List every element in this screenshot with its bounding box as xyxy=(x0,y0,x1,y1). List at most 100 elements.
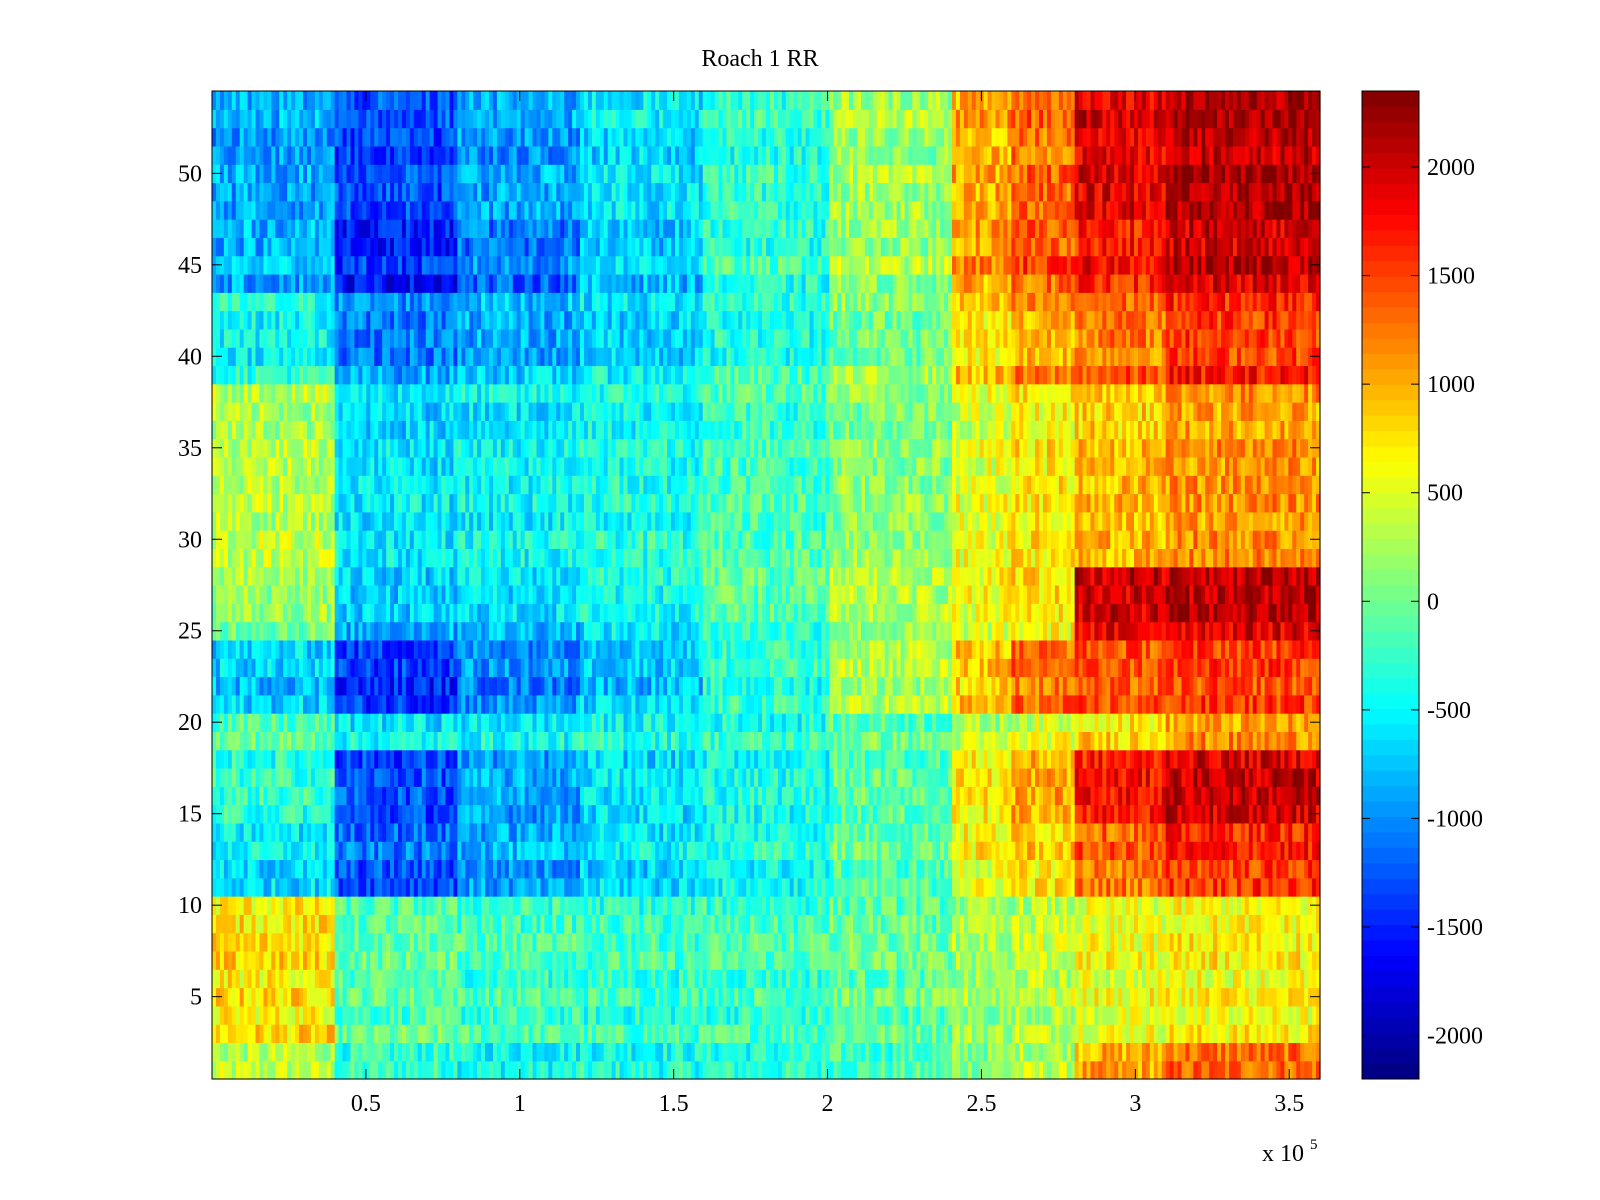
heatmap-cell xyxy=(615,914,621,934)
heatmap-cell xyxy=(1276,804,1282,824)
heatmap-cell xyxy=(548,841,553,861)
heatmap-cell xyxy=(690,767,696,787)
heatmap-cell xyxy=(1015,914,1020,934)
heatmap-cell xyxy=(967,1060,973,1080)
heatmap-cell xyxy=(857,749,862,769)
heatmap-cell xyxy=(595,987,601,1007)
heatmap-cell xyxy=(492,859,498,879)
heatmap-cell xyxy=(465,896,470,915)
heatmap-cell xyxy=(860,950,866,970)
heatmap-cell xyxy=(255,896,261,915)
heatmap-cell xyxy=(1046,987,1052,1007)
heatmap-cell xyxy=(599,822,605,842)
heatmap-cell xyxy=(287,841,292,861)
heatmap-cell xyxy=(283,950,288,970)
heatmap-cell xyxy=(944,914,949,934)
heatmap-cell xyxy=(1189,969,1194,989)
heatmap-cell xyxy=(667,877,672,897)
heatmap-cell xyxy=(1031,1024,1036,1044)
heatmap-cell xyxy=(1070,859,1076,879)
heatmap-cell xyxy=(556,786,561,806)
heatmap-cell xyxy=(1035,1024,1040,1044)
heatmap-cell xyxy=(916,877,921,897)
heatmap-cell xyxy=(1019,914,1024,934)
heatmap-cell xyxy=(409,841,415,861)
heatmap-cell xyxy=(338,1060,344,1080)
heatmap-cell xyxy=(1126,1024,1131,1044)
heatmap-cell xyxy=(453,1024,458,1044)
heatmap-cell xyxy=(421,932,427,952)
heatmap-cell xyxy=(837,786,842,806)
heatmap-cell xyxy=(955,987,961,1007)
heatmap-cell xyxy=(1149,896,1155,915)
heatmap-cell xyxy=(338,822,344,842)
heatmap-cell xyxy=(1007,786,1012,806)
heatmap-cell xyxy=(409,1005,415,1025)
heatmap-cell xyxy=(291,841,296,861)
heatmap-cell xyxy=(678,914,684,934)
heatmap-cell xyxy=(940,859,945,879)
heatmap-cell xyxy=(837,987,842,1007)
heatmap-cell xyxy=(955,786,961,806)
heatmap-cell xyxy=(1043,1060,1048,1080)
heatmap-cell xyxy=(762,1042,767,1062)
heatmap-cell xyxy=(374,914,379,934)
heatmap-cell xyxy=(916,950,921,970)
heatmap-cell xyxy=(1046,1060,1052,1080)
heatmap-cell xyxy=(1149,822,1155,842)
heatmap-cell xyxy=(283,932,288,952)
heatmap-cell xyxy=(473,767,478,787)
heatmap-cell xyxy=(552,822,557,842)
heatmap-cell xyxy=(417,969,423,989)
heatmap-cell xyxy=(536,822,542,842)
heatmap-cell xyxy=(1003,1042,1008,1062)
heatmap-cell xyxy=(959,841,965,861)
heatmap-cell xyxy=(773,969,779,989)
heatmap-cell xyxy=(465,969,470,989)
heatmap-cell xyxy=(710,1060,716,1080)
heatmap-cell xyxy=(342,1005,348,1025)
heatmap-cell xyxy=(580,1024,585,1044)
heatmap-cell xyxy=(746,896,751,915)
heatmap-cell xyxy=(394,822,399,842)
heatmap-cell xyxy=(1145,804,1151,824)
heatmap-cell xyxy=(1256,1024,1262,1044)
heatmap-cell xyxy=(1046,786,1052,806)
heatmap-cell xyxy=(872,1060,878,1080)
heatmap-cell xyxy=(1292,804,1297,824)
heatmap-cell xyxy=(1149,877,1155,897)
heatmap-cell xyxy=(1252,1005,1258,1025)
heatmap-cell xyxy=(932,1005,937,1025)
heatmap-cell xyxy=(1280,1042,1285,1062)
heatmap-cell xyxy=(314,969,320,989)
heatmap-cell xyxy=(671,950,676,970)
heatmap-cell xyxy=(1185,804,1191,824)
heatmap-cell xyxy=(354,1005,360,1025)
heatmap-cell xyxy=(611,822,617,842)
heatmap-cell xyxy=(948,896,953,915)
heatmap-cell xyxy=(358,841,363,861)
heatmap-cell xyxy=(738,914,743,934)
heatmap-cell xyxy=(512,950,518,970)
heatmap-cell xyxy=(548,896,553,915)
heatmap-cell xyxy=(461,950,466,970)
heatmap-cell xyxy=(734,749,739,769)
heatmap-cell xyxy=(1019,749,1024,769)
heatmap-cell xyxy=(382,822,387,842)
heatmap-cell xyxy=(382,877,387,897)
heatmap-cell xyxy=(1173,786,1179,806)
heatmap-cell xyxy=(1268,822,1274,842)
heatmap-cell xyxy=(1066,969,1072,989)
heatmap-cell xyxy=(1058,987,1064,1007)
heatmap-cell xyxy=(738,786,743,806)
heatmap-cell xyxy=(449,969,454,989)
heatmap-cell xyxy=(1209,969,1214,989)
heatmap-cell xyxy=(619,914,625,934)
heatmap-cell xyxy=(821,914,826,934)
heatmap-cell xyxy=(330,969,336,989)
heatmap-cell xyxy=(1248,841,1254,861)
heatmap-cell xyxy=(374,987,379,1007)
heatmap-cell xyxy=(888,767,894,787)
heatmap-cell xyxy=(876,932,882,952)
heatmap-cell xyxy=(872,1024,878,1044)
